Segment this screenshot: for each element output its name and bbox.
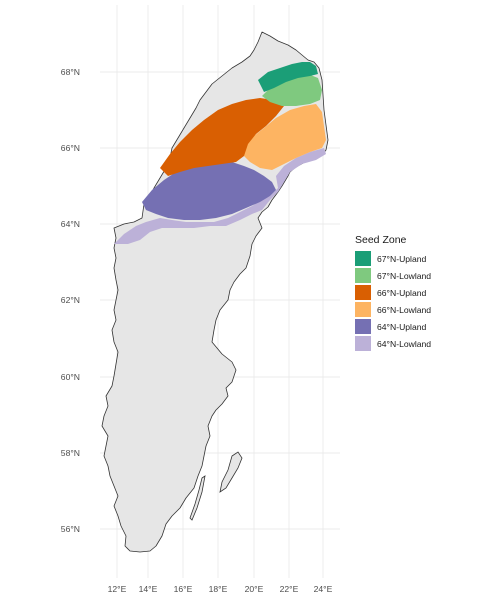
legend-label: 64°N-Upland [377,322,427,332]
x-tick-label: 20°E [245,584,264,594]
y-tick-label: 66°N [61,143,80,153]
y-tick-label: 58°N [61,448,80,458]
x-tick-label: 16°E [174,584,193,594]
y-tick-label: 60°N [61,372,80,382]
y-axis-ticks: 56°N 58°N 60°N 62°N 64°N 66°N 68°N [61,67,80,534]
x-tick-label: 18°E [209,584,228,594]
y-tick-label: 68°N [61,67,80,77]
legend-label: 66°N-Lowland [377,305,431,315]
gotland-island [219,451,243,493]
legend-swatch [355,319,371,334]
y-tick-label: 62°N [61,295,80,305]
legend-swatch [355,268,371,283]
y-tick-label: 64°N [61,219,80,229]
legend-swatch [355,251,371,266]
x-tick-label: 24°E [314,584,333,594]
legend: Seed Zone 67°N-Upland 67°N-Lowland 66°N-… [355,234,431,351]
x-tick-label: 14°E [139,584,158,594]
legend-label: 64°N-Lowland [377,339,431,349]
zone-region-67n-upland [258,62,318,92]
oland-island [189,475,206,521]
x-tick-label: 12°E [108,584,127,594]
legend-swatch [355,285,371,300]
zone-region-66n-upland [160,98,284,176]
legend-label: 67°N-Upland [377,254,427,264]
y-tick-label: 56°N [61,524,80,534]
seed-zone-regions [114,62,326,244]
zone-region-64n-upland [142,160,276,220]
x-axis-ticks: 12°E 14°E 16°E 18°E 20°E 22°E 24°E [108,584,333,594]
legend-label: 67°N-Lowland [377,271,431,281]
zone-region-66n-lowland [244,104,326,170]
x-tick-label: 22°E [280,584,299,594]
zone-region-64n-lowland [114,148,326,244]
legend-swatch [355,302,371,317]
legend-title: Seed Zone [355,234,407,246]
legend-swatch [355,336,371,351]
legend-label: 66°N-Upland [377,288,427,298]
zone-region-67n-lowland [262,74,322,106]
